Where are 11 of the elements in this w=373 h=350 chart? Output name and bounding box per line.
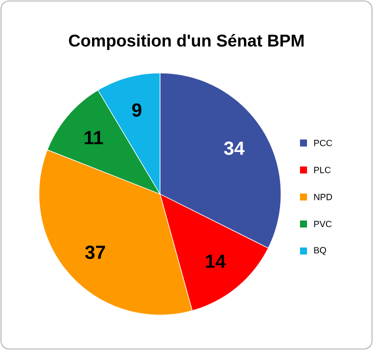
data-label: 37 <box>85 246 105 260</box>
legend-label: BQ <box>314 247 326 255</box>
data-label: 14 <box>206 254 226 268</box>
data-label: 11 <box>84 131 104 144</box>
data-label: 9 <box>132 103 142 117</box>
legend-label: PCC <box>314 140 332 146</box>
data-label: 34 <box>224 141 245 155</box>
legend-label: PVC <box>314 220 332 228</box>
chart-title: Composition d'un Sénat BPM <box>68 34 304 50</box>
legend-label: PLC <box>314 166 331 174</box>
legend-label: NPD <box>314 194 332 200</box>
